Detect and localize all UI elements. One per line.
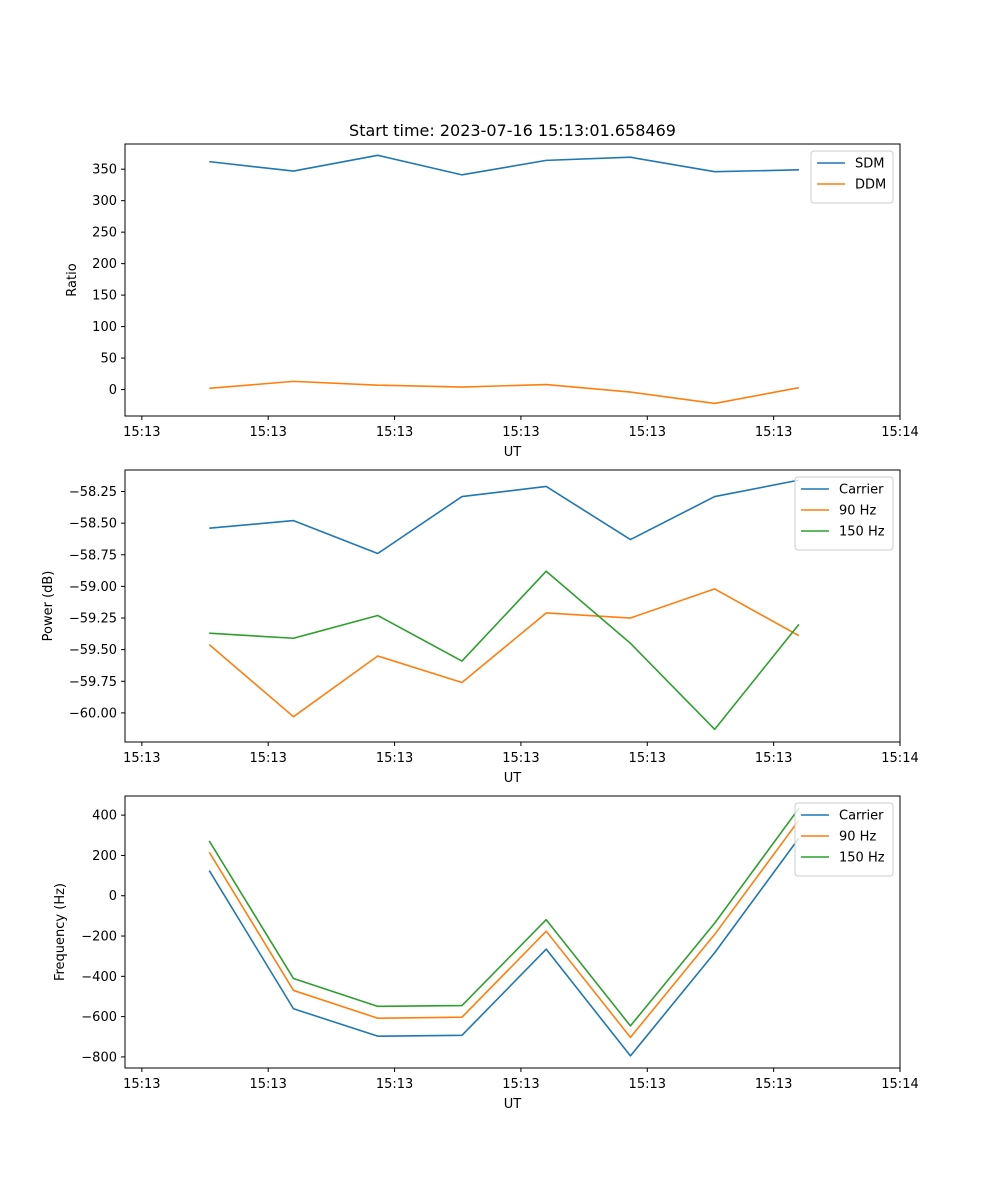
y-tick-label: −59.75 [69, 675, 117, 690]
series-line-150-hz [209, 570, 800, 731]
x-tick-label: 15:13 [629, 1077, 666, 1092]
y-tick-label: −400 [81, 970, 117, 985]
y-tick-label: 0 [109, 383, 117, 398]
y-tick-label: −60.00 [69, 706, 117, 721]
legend-entry: Carrier [839, 809, 884, 824]
chart-title: Start time: 2023-07-16 15:13:01.658469 [349, 121, 676, 140]
x-axis-label: UT [504, 445, 522, 460]
series-line-carrier [209, 479, 800, 555]
y-axis-label: Ratio [65, 263, 80, 296]
y-tick-label: 350 [92, 163, 117, 178]
y-axis-label: Frequency (Hz) [53, 883, 68, 981]
x-tick-label: 15:13 [249, 1077, 286, 1092]
y-tick-label: −800 [81, 1050, 117, 1065]
legend-entry: 90 Hz [839, 504, 876, 519]
subplot-3: 15:13 15:13 15:13 15:13 15:13 15:13 15:14 −800 −… [53, 795, 919, 1112]
x-tick-label: 15:13 [502, 751, 539, 766]
y-tick-label: −200 [81, 930, 117, 945]
series-line-sdm [209, 154, 799, 176]
series-line-ddm [209, 380, 800, 405]
x-axis-label: UT [504, 771, 522, 786]
y-tick-label: −58.75 [69, 548, 117, 563]
y-axis-label: Power (dB) [41, 571, 56, 642]
y-tick-label: 300 [92, 194, 117, 209]
subplot-2: 15:13 15:13 15:13 15:13 15:13 15:13 15:14 −60.0… [41, 469, 919, 786]
subplot-1: 15:13 15:13 15:13 15:13 15:13 15:13 15:14 0 50 10… [65, 143, 919, 460]
y-tick-label: −59.50 [69, 643, 117, 658]
y-tick-label: −600 [81, 1010, 117, 1025]
x-tick-label: 15:13 [123, 751, 160, 766]
x-axis-label: UT [504, 1097, 522, 1112]
legend: SDM DDM [810, 150, 894, 204]
series-line-carrier [208, 837, 800, 1057]
x-tick-label: 15:13 [123, 425, 160, 440]
y-tick-label: −58.50 [69, 517, 117, 532]
y-tick-label: −59.25 [69, 612, 117, 627]
x-tick-label: 15:13 [629, 751, 666, 766]
y-tick-label: −58.25 [69, 485, 117, 500]
x-tick-label: 15:14 [881, 751, 918, 766]
x-tick-label: 15:13 [249, 751, 286, 766]
x-tick-label: 15:13 [376, 1077, 413, 1092]
legend-box [810, 150, 894, 204]
x-tick-label: 15:14 [881, 1077, 918, 1092]
x-tick-label: 15:13 [502, 1077, 539, 1092]
x-tick-label: 15:13 [755, 751, 792, 766]
y-tick-label: 250 [92, 226, 117, 241]
x-tick-label: 15:14 [881, 425, 918, 440]
legend-entry: 150 Hz [839, 851, 885, 866]
series-line-90-hz [208, 588, 800, 718]
x-tick-label: 15:13 [376, 425, 413, 440]
legend-entry: 90 Hz [839, 830, 876, 845]
legend: Carrier 90 Hz 150 Hz [794, 476, 894, 551]
y-tick-label: 100 [92, 320, 117, 335]
x-tick-label: 15:13 [755, 1077, 792, 1092]
x-tick-label: 15:13 [376, 751, 413, 766]
legend-entry: Carrier [839, 483, 884, 498]
x-tick-label: 15:13 [123, 1077, 160, 1092]
y-tick-label: 150 [92, 289, 117, 304]
plot-frame [124, 143, 901, 417]
plot-frame [124, 469, 901, 743]
plot-frame [124, 795, 901, 1069]
legend-entry: SDM [855, 157, 884, 172]
legend-entry: DDM [855, 178, 886, 193]
x-tick-label: 15:13 [755, 425, 792, 440]
y-tick-label: 200 [92, 257, 117, 272]
y-tick-label: 0 [109, 889, 117, 904]
y-tick-label: 400 [92, 809, 117, 824]
y-tick-label: 50 [100, 352, 117, 367]
legend: Carrier 90 Hz 150 Hz [794, 802, 894, 877]
series-line-90-hz [208, 819, 800, 1039]
series-line-150-hz [208, 807, 800, 1027]
x-tick-label: 15:13 [502, 425, 539, 440]
x-tick-label: 15:13 [629, 425, 666, 440]
x-tick-label: 15:13 [249, 425, 286, 440]
y-tick-label: −59.00 [69, 580, 117, 595]
y-tick-label: 200 [92, 849, 117, 864]
legend-entry: 150 Hz [839, 525, 885, 540]
